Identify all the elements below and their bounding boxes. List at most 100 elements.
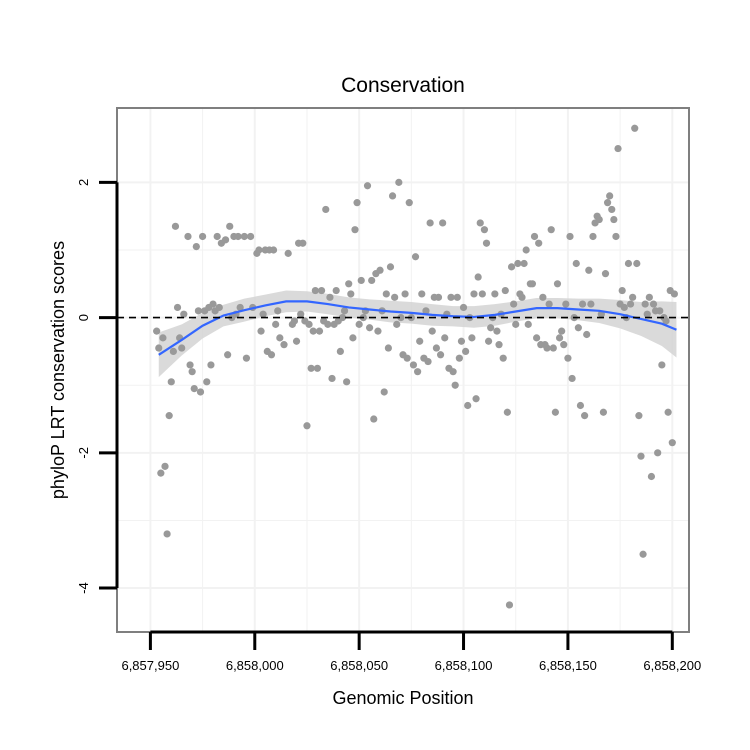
data-point — [524, 320, 532, 328]
data-point — [315, 327, 324, 335]
data-point — [462, 347, 470, 356]
data-point — [539, 293, 547, 301]
data-point — [451, 381, 459, 389]
data-point — [272, 320, 280, 328]
data-point — [424, 357, 432, 366]
data-point — [280, 341, 288, 349]
data-point — [654, 449, 662, 457]
data-point — [345, 280, 353, 288]
data-point — [376, 266, 384, 274]
data-point — [336, 347, 344, 356]
data-point — [405, 199, 413, 207]
data-point — [587, 300, 595, 308]
data-point — [499, 354, 507, 362]
data-point — [601, 270, 610, 278]
data-point — [645, 293, 653, 301]
data-point — [169, 347, 177, 356]
data-point — [363, 182, 372, 190]
data-point — [178, 344, 186, 352]
data-point — [595, 215, 603, 224]
data-point — [403, 354, 411, 362]
data-point — [658, 361, 666, 369]
data-point — [311, 286, 319, 295]
data-point — [259, 310, 267, 318]
data-point — [635, 412, 643, 420]
data-point — [457, 337, 466, 345]
data-point — [649, 300, 658, 308]
data-point — [610, 215, 618, 224]
data-point — [608, 205, 616, 214]
data-point — [386, 263, 395, 271]
scatter-points — [153, 124, 678, 609]
data-point — [207, 361, 215, 369]
data-point — [226, 222, 234, 230]
data-point — [518, 293, 526, 301]
data-point — [313, 364, 322, 372]
data-point — [322, 205, 330, 214]
data-point — [576, 401, 585, 410]
x-tick-label: 6,858,050 — [330, 658, 388, 673]
data-point — [439, 219, 447, 227]
data-point — [324, 320, 332, 328]
data-point — [255, 246, 263, 254]
data-point — [290, 317, 299, 325]
grid-lines — [117, 108, 689, 632]
data-point — [626, 300, 635, 308]
data-point — [299, 239, 307, 247]
data-point — [368, 276, 376, 285]
data-point — [173, 303, 182, 312]
data-point — [459, 303, 468, 312]
data-point — [234, 232, 242, 241]
data-point — [606, 192, 614, 200]
data-point — [180, 310, 188, 318]
data-point — [510, 300, 518, 308]
data-point — [428, 327, 436, 335]
data-point — [184, 232, 192, 241]
data-point — [203, 378, 211, 386]
data-point — [480, 226, 489, 234]
data-point — [224, 351, 232, 359]
data-point — [436, 351, 445, 359]
data-point — [545, 300, 553, 308]
data-point — [397, 314, 405, 322]
data-point — [347, 290, 355, 298]
data-point — [192, 243, 200, 251]
data-point — [455, 354, 463, 362]
data-point — [297, 310, 305, 318]
data-point — [633, 259, 641, 268]
data-point — [416, 337, 424, 345]
data-point — [393, 320, 401, 328]
data-point — [198, 232, 207, 241]
data-point — [507, 263, 516, 271]
x-axis-label: Genomic Position — [332, 688, 473, 708]
data-point — [155, 344, 163, 352]
data-point — [547, 226, 555, 234]
data-point — [533, 334, 541, 342]
data-point — [274, 307, 282, 315]
data-point — [662, 317, 670, 325]
data-point — [629, 293, 637, 301]
x-tick-label: 6,858,150 — [539, 658, 597, 673]
data-point — [307, 364, 315, 372]
data-point — [549, 344, 557, 352]
data-point — [468, 334, 476, 342]
data-point — [292, 337, 301, 345]
data-point — [196, 388, 205, 396]
data-point — [583, 330, 591, 339]
data-point — [614, 144, 622, 153]
data-point — [284, 249, 292, 257]
data-point — [411, 253, 420, 261]
data-point — [620, 303, 628, 312]
data-point — [647, 472, 656, 481]
data-point — [603, 199, 612, 207]
chart-title: Conservation — [341, 74, 465, 97]
data-point — [326, 293, 334, 301]
data-point — [382, 290, 390, 298]
confidence-ribbon-group — [158, 290, 677, 378]
data-point — [656, 307, 664, 315]
data-point — [384, 344, 392, 352]
y-tick-label: 0 — [76, 314, 91, 321]
data-point — [432, 344, 441, 352]
data-point — [514, 259, 522, 268]
